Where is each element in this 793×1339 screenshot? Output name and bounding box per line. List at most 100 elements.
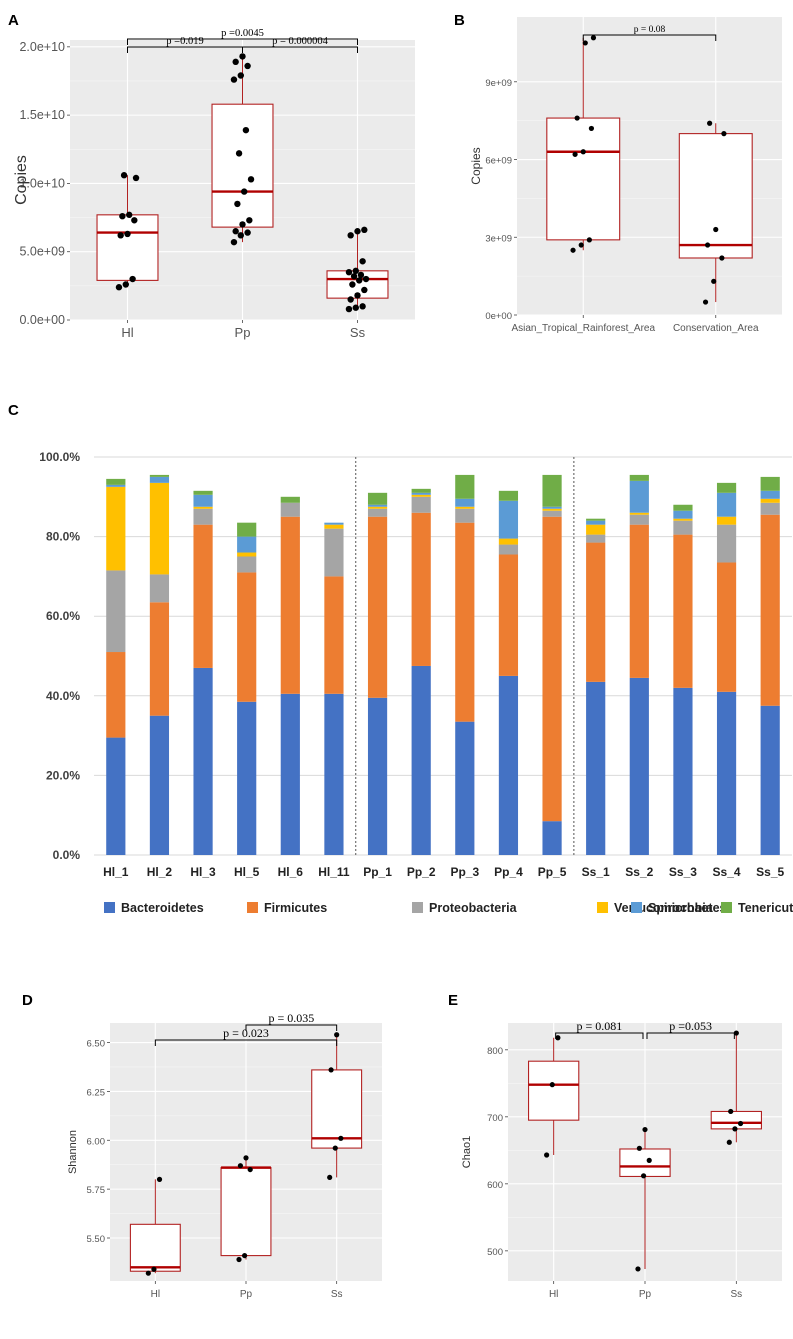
bar-segment-proteobacteria: [716, 524, 737, 563]
bar-segment-bacteroidetes: [760, 705, 780, 855]
x-tick-label: Hl_3: [190, 865, 216, 879]
bar-segment-proteobacteria: [629, 514, 649, 525]
bar-segment-proteobacteria: [411, 496, 431, 513]
y-axis-title: Shannon: [67, 1130, 79, 1174]
data-point: [345, 268, 353, 276]
box-Conservation_Area: [678, 133, 753, 259]
bar-segment-spirochaetes: [193, 494, 213, 507]
data-point: [352, 304, 359, 311]
x-tick-label: Hl_11: [318, 865, 350, 879]
panel-label-b: B: [454, 12, 465, 29]
bar-segment-tenericutes: [280, 496, 300, 503]
bar-segment-verrucomicrobia: [411, 494, 431, 497]
bar-segment-verrucomicrobia: [629, 512, 649, 515]
data-point: [338, 1135, 344, 1141]
significance-bracket: [245, 1024, 338, 1031]
p-value-label: p = 0.081: [576, 1019, 622, 1033]
bar-segment-spirochaetes: [411, 492, 431, 495]
bar-segment-firmicutes: [237, 572, 257, 702]
box-Pp: [619, 1148, 671, 1178]
data-point: [115, 284, 123, 291]
y-tick-label: 5.50: [87, 1234, 106, 1245]
box-Pp: [220, 1167, 272, 1257]
bar-segment-tenericutes: [237, 522, 257, 537]
bar-segment-spirochaetes: [673, 510, 693, 519]
y-tick-label: 9e+09: [485, 78, 512, 89]
bar-segment-firmicutes: [193, 524, 213, 668]
x-tick-label: Ss: [730, 1289, 742, 1300]
data-point: [117, 232, 124, 239]
y-tick-label: 0.0e+00: [19, 313, 65, 327]
legend-label-firmicutes: Firmicutes: [264, 901, 327, 915]
bar-segment-spirochaetes: [106, 484, 126, 487]
y-tick-label: 800: [487, 1046, 503, 1057]
legend-key-verrucomicrobia: [597, 902, 608, 913]
bar-segment-tenericutes: [673, 504, 693, 511]
data-point: [642, 1126, 648, 1133]
data-point: [239, 53, 246, 60]
bar-segment-proteobacteria: [193, 508, 213, 525]
legend-key-bacteroidetes: [104, 902, 115, 913]
bar-segment-proteobacteria: [498, 544, 519, 555]
bar-segment-firmicutes: [324, 576, 344, 694]
bar-segment-proteobacteria: [324, 528, 344, 577]
y-tick-label: 40.0%: [46, 689, 80, 703]
x-tick-label: Hl: [121, 325, 133, 340]
x-tick-label: Hl: [151, 1289, 160, 1300]
bar-segment-spirochaetes: [542, 506, 562, 509]
data-point: [247, 176, 255, 183]
bar-segment-firmicutes: [280, 516, 300, 694]
data-point: [124, 230, 131, 238]
bar-segment-proteobacteria: [280, 502, 300, 517]
panel-c-phylum-stacked-bar: 0.0% 20.0% 40.0% 60.0% 80.0% 100.0% Hl_1 Hl_2 Hl…: [39, 450, 793, 915]
data-point: [120, 172, 128, 179]
panel-e-chao1-boxplot: 500 600 700 800 Hl Pp Ss Chao1 p = 0.081 p =0.053: [461, 1019, 782, 1300]
bar-segment-tenericutes: [193, 490, 213, 495]
x-tick-label: Asian_Tropical_Rainforest_Area: [511, 323, 655, 334]
x-tick-label: Pp_1: [363, 865, 392, 879]
data-point: [357, 271, 365, 279]
p-value-label: p = 0.023: [223, 1026, 269, 1040]
significance-bracket: [555, 1032, 644, 1039]
bar-segment-firmicutes: [629, 524, 649, 678]
y-tick-label: 500: [487, 1247, 503, 1258]
y-tick-label: 60.0%: [46, 609, 80, 623]
y-tick-label: 6.25: [87, 1087, 106, 1098]
box-Ss: [311, 1069, 363, 1149]
data-point: [588, 125, 595, 132]
bar-segment-proteobacteria: [367, 508, 388, 517]
bar-segment-verrucomicrobia: [193, 506, 213, 509]
data-point: [234, 200, 241, 208]
bar-segment-proteobacteria: [106, 570, 126, 653]
p-value-label: p = 0.000004: [272, 36, 329, 47]
y-tick-label: 0.0%: [53, 848, 81, 862]
bar-segment-proteobacteria: [586, 534, 606, 543]
x-tick-label: Ss_4: [713, 865, 741, 879]
data-point: [246, 217, 253, 224]
y-tick-label: 0e+00: [485, 311, 512, 322]
legend-label-proteobacteria: Proteobacteria: [429, 901, 518, 915]
bar-segment-firmicutes: [149, 602, 170, 716]
data-point: [237, 72, 244, 79]
bar-segment-verrucomicrobia: [716, 516, 737, 525]
data-point: [352, 267, 359, 275]
bar-segment-bacteroidetes: [498, 675, 519, 855]
bar-segment-spirochaetes: [586, 520, 606, 525]
data-point: [361, 226, 368, 234]
bar-segment-bacteroidetes: [411, 665, 431, 855]
data-point: [242, 1252, 248, 1259]
box-Hl: [129, 1223, 181, 1272]
x-tick-label: Ss_1: [582, 865, 610, 879]
data-point: [721, 131, 727, 137]
data-point: [349, 281, 356, 288]
bar-segment-spirochaetes: [498, 500, 519, 539]
bar-segment-firmicutes: [498, 554, 519, 676]
box-Pp: [211, 103, 274, 228]
bar-segment-proteobacteria: [149, 574, 170, 603]
bar-segment-firmicutes: [106, 652, 126, 738]
data-point: [151, 1266, 157, 1272]
data-point: [359, 303, 366, 310]
bar-segment-firmicutes: [586, 542, 606, 682]
data-point: [359, 258, 366, 265]
data-point: [232, 228, 239, 235]
